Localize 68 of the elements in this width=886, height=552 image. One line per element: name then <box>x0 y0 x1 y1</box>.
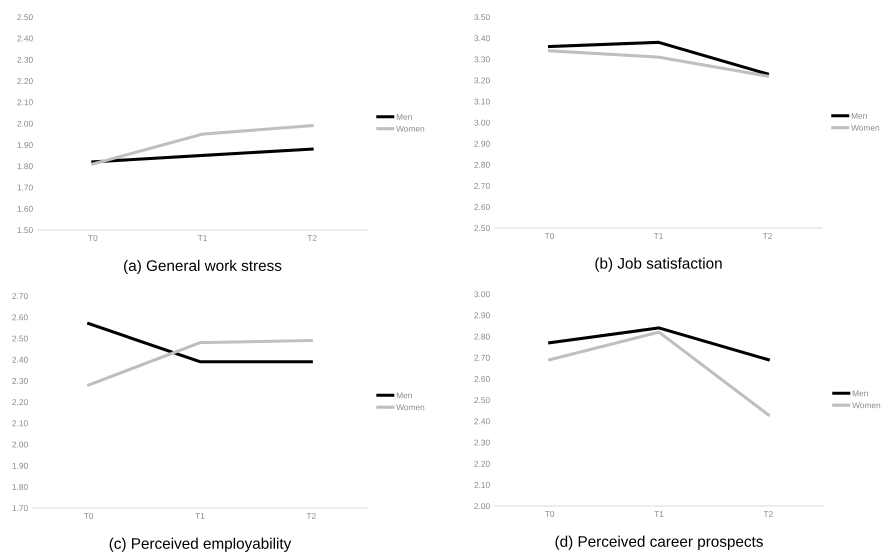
y-tick-label: 3.00 <box>474 291 490 298</box>
x-tick-label: T1 <box>198 235 207 241</box>
y-tick-label: 1.70 <box>18 184 33 190</box>
y-tick-label: 2.90 <box>474 312 490 318</box>
y-tick-label: 2.40 <box>17 36 33 42</box>
y-tick-label: 3.20 <box>474 78 490 84</box>
y-tick-label: 2.60 <box>474 376 490 382</box>
y-tick-label: 3.00 <box>474 120 490 126</box>
y-tick-label: 1.60 <box>18 206 33 212</box>
y-tick-label: 2.70 <box>474 183 490 189</box>
y-tick-label: 2.80 <box>474 162 490 168</box>
x-tick-label: T1 <box>654 233 663 239</box>
x-tick-label: T2 <box>762 233 772 239</box>
y-tick-label: 2.60 <box>474 204 490 210</box>
y-tick-label: 2.40 <box>12 356 28 363</box>
y-tick-label: 2.10 <box>474 482 490 488</box>
y-tick-label: 2.20 <box>12 399 28 406</box>
y-tick-label: 1.80 <box>18 163 33 170</box>
x-tick-label: T1 <box>195 513 204 519</box>
legend-label: Women <box>396 404 424 410</box>
text: (d) Perceived career prospects <box>556 536 763 550</box>
y-tick-label: 3.40 <box>474 35 490 42</box>
y-tick-label: 3.30 <box>474 56 490 62</box>
text: (b) Job satisfaction <box>595 258 722 272</box>
x-tick-label: T0 <box>84 513 94 519</box>
text: (c) Perceived employability <box>110 538 292 552</box>
y-tick-label: 2.70 <box>12 293 28 300</box>
legend-label: Women <box>396 126 424 132</box>
text: (a) General work stress <box>124 260 282 274</box>
legend-label: Women <box>851 124 880 131</box>
y-tick-label: 2.30 <box>17 56 33 63</box>
legend-label: Women <box>852 402 880 408</box>
y-tick-label: 2.70 <box>474 354 490 361</box>
x-tick-label: T0 <box>88 235 98 241</box>
y-tick-label: 2.30 <box>12 378 28 384</box>
y-tick-label: 2.50 <box>12 336 28 342</box>
x-tick-label: T2 <box>306 513 316 519</box>
y-tick-label: 3.10 <box>474 98 490 104</box>
x-tick-label: T2 <box>307 235 317 241</box>
legend-label: Men <box>396 392 412 398</box>
y-tick-label: 2.20 <box>17 78 33 84</box>
y-tick-label: 1.50 <box>18 227 33 234</box>
y-tick-label: 2.50 <box>17 14 33 20</box>
y-tick-label: 2.50 <box>474 397 490 404</box>
x-tick-label: T2 <box>764 511 773 517</box>
y-tick-label: 1.90 <box>18 142 33 148</box>
y-tick-label: 2.40 <box>474 418 490 424</box>
y-tick-label: 2.50 <box>474 225 490 232</box>
x-tick-label: T0 <box>544 233 554 239</box>
y-tick-label: 1.70 <box>12 505 28 512</box>
y-tick-label: 2.00 <box>12 442 28 448</box>
y-tick-label: 2.60 <box>12 314 28 320</box>
legend-label: Men <box>852 390 868 396</box>
y-tick-label: 2.00 <box>17 120 33 127</box>
y-tick-label: 2.20 <box>474 460 490 467</box>
y-tick-label: 2.80 <box>474 334 490 340</box>
y-tick-label: 2.90 <box>474 140 490 147</box>
x-tick-label: T0 <box>544 511 554 517</box>
y-tick-label: 2.00 <box>474 503 490 510</box>
y-tick-label: 2.30 <box>474 440 490 446</box>
y-tick-label: 2.10 <box>17 99 33 106</box>
legend-label: Men <box>852 112 867 119</box>
y-tick-label: 3.50 <box>474 14 490 20</box>
y-tick-label: 2.10 <box>12 420 28 426</box>
x-tick-label: T1 <box>654 511 664 517</box>
legend-label: Men <box>396 114 412 120</box>
y-tick-label: 1.90 <box>12 462 28 469</box>
y-tick-label: 1.80 <box>12 484 28 490</box>
